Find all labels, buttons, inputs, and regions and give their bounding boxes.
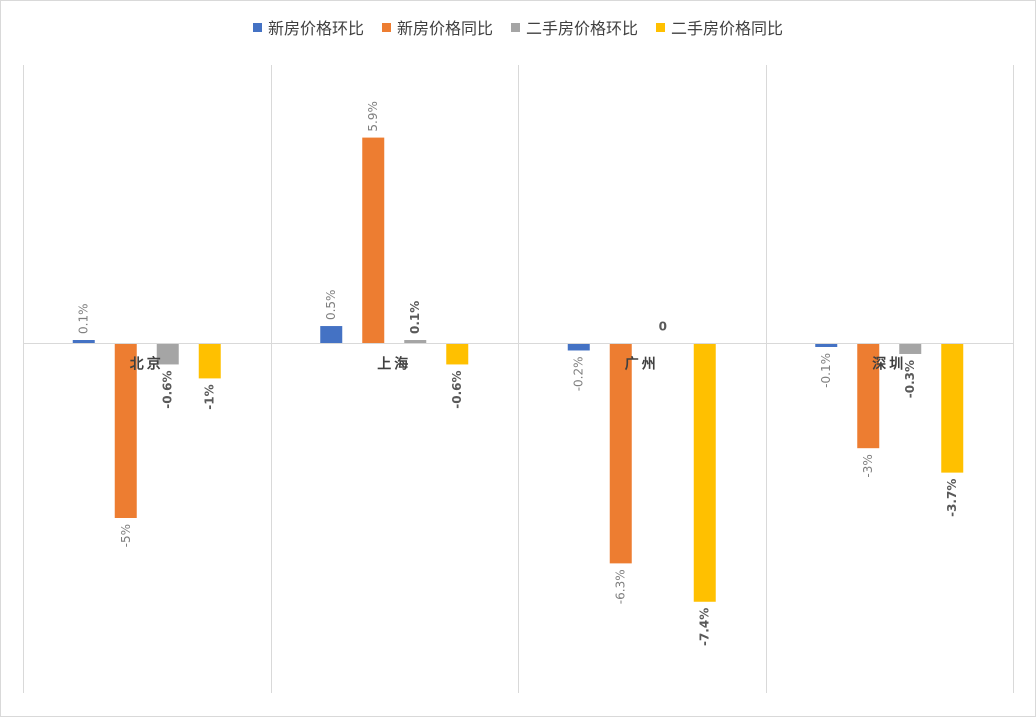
data-label-s2-c4: -3% [861, 454, 875, 477]
data-label-s2-c2: 5.9% [366, 101, 380, 132]
bar-s4-c3 [693, 343, 716, 602]
data-label-s4-c3: -7.4% [698, 608, 712, 646]
bar-s3-c1 [156, 343, 179, 365]
data-label-s4-c4: -3.7% [945, 479, 959, 517]
legend-item-2: 新房价格同比 [381, 15, 493, 39]
bar-s1-c1 [72, 340, 95, 344]
legend-item-3: 二手房价格环比 [511, 15, 638, 39]
legend-label-4: 二手房价格同比 [671, 19, 784, 38]
bar-s2-c4 [857, 343, 880, 449]
data-label-s3-c3: 0 [659, 320, 667, 334]
category-labels: 北京 上海 广州 深圳 [130, 356, 906, 373]
category-label-2: 上海 [377, 356, 411, 373]
legend-item-1: 新房价格环比 [252, 15, 364, 39]
data-label-s3-c1: -0.6% [161, 370, 175, 408]
bar-s1-c3 [567, 343, 590, 351]
bar-s3-c4 [899, 343, 922, 354]
legend-swatch-4 [656, 22, 666, 32]
category-label-1: 北京 [130, 356, 164, 373]
bar-s1-c4 [815, 343, 838, 347]
legend-label-2: 新房价格同比 [396, 19, 493, 38]
legend-swatch-1 [252, 22, 262, 32]
data-labels: 0.1% -5% -0.6% -1% 0.5% 5.9% 0.1% -0.6% -0.2% -6.… [77, 101, 960, 646]
data-label-s2-c1: -5% [119, 524, 133, 547]
category-label-3: 广州 [625, 356, 659, 373]
legend-item-4: 二手房价格同比 [656, 15, 783, 39]
bar-s3-c2 [404, 340, 427, 344]
bar-s2-c2 [362, 137, 385, 344]
bar-s4-c1 [198, 343, 221, 379]
legend-swatch-2 [381, 22, 391, 32]
bar-s2-c3 [609, 343, 632, 564]
category-label-4: 深圳 [872, 356, 906, 373]
data-label-s1-c3: -0.2% [572, 356, 586, 391]
bar-s4-c2 [446, 343, 469, 365]
bar-s1-c2 [320, 326, 343, 344]
data-label-s1-c2: 0.5% [324, 290, 338, 321]
bar-s2-c1 [114, 343, 137, 518]
data-label-s4-c2: -0.6% [450, 370, 464, 408]
legend-label-1: 新房价格环比 [267, 19, 364, 38]
legend-swatch-3 [511, 22, 520, 32]
legend: 新房价格环比 新房价格同比 二手房价格环比 二手房价格同比 [0, 14, 1036, 40]
category-separators [23, 65, 1014, 693]
data-label-s1-c4: -0.1% [819, 353, 833, 388]
legend-label-3: 二手房价格环比 [526, 19, 639, 38]
data-label-s4-c1: -1% [203, 384, 217, 409]
data-label-s1-c1: 0.1% [77, 304, 91, 335]
data-label-s3-c4: -0.3% [903, 360, 917, 398]
data-label-s2-c3: -6.3% [614, 569, 628, 604]
bar-s4-c4 [941, 343, 964, 473]
data-label-s3-c2: 0.1% [408, 301, 422, 334]
bars [72, 137, 964, 602]
